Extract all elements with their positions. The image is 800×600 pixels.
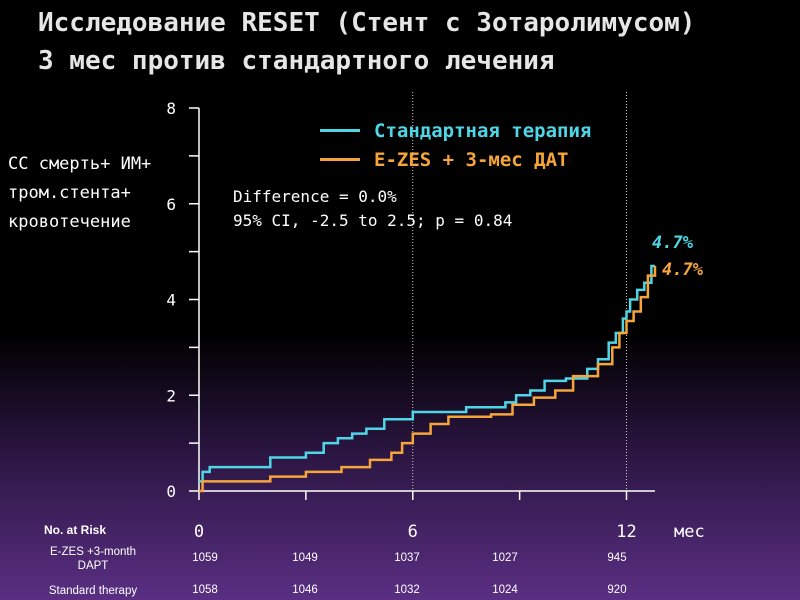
x-tick-label: 12 xyxy=(616,522,636,542)
axis-layer xyxy=(189,107,655,500)
risk-value: 1058 xyxy=(192,584,218,596)
y-tick-label: 2 xyxy=(166,386,176,405)
risk-value: 1049 xyxy=(292,552,318,564)
series-layer xyxy=(199,264,657,493)
risk-value: 1027 xyxy=(492,552,518,564)
y-axis-label-line: тром.стента+ xyxy=(8,183,131,203)
risk-value: 1046 xyxy=(292,584,318,596)
y-axis-label: СС смерть+ ИМ+ тром.стента+ кровотечение xyxy=(8,150,193,237)
tick-label-layer: 0 2 4 6 8 0 6 12 мес xyxy=(166,99,704,542)
risk-row-label-line: DAPT xyxy=(77,560,109,572)
legend-item-standard: Стандартная терапия xyxy=(320,116,591,145)
risk-value: 1059 xyxy=(192,552,218,564)
end-label-standard: 4.7% xyxy=(652,233,693,253)
grid-layer xyxy=(412,92,627,491)
series-line-0 xyxy=(199,264,655,483)
legend: Стандартная терапия E-ZES + 3-мес ДАТ xyxy=(320,116,591,174)
risk-value: 1032 xyxy=(394,584,420,596)
risk-value: 1024 xyxy=(492,584,518,596)
y-tick-label: 6 xyxy=(166,195,176,214)
risk-value: 920 xyxy=(607,584,627,596)
x-unit-label: мес xyxy=(674,522,705,542)
y-axis-label-line: кровотечение xyxy=(8,212,131,232)
title-line-2: 3 мес против стандартного лечения xyxy=(38,46,555,76)
y-axis-label-line: СС смерть+ ИМ+ xyxy=(8,154,152,174)
legend-item-ezes: E-ZES + 3-мес ДАТ xyxy=(320,145,591,174)
legend-label-standard: Стандартная терапия xyxy=(374,119,592,142)
risk-row-label-line: E-ZES +3-month xyxy=(50,546,136,558)
y-tick-label: 0 xyxy=(166,482,176,501)
title-line-1: Исследование RESET (Стент с Зотаролимусо… xyxy=(38,8,696,38)
risk-value: 945 xyxy=(607,552,627,564)
ci-text: 95% CI, -2.5 to 2.5; p = 0.84 xyxy=(233,211,513,230)
difference-text: Difference = 0.0% xyxy=(233,187,397,206)
risk-row-label-standard: Standard therapy xyxy=(18,584,168,598)
series-line-1 xyxy=(199,266,657,493)
x-tick-label: 0 xyxy=(194,522,204,542)
x-tick-label: 6 xyxy=(408,522,418,542)
end-label-ezes: 4.7% xyxy=(662,260,703,280)
y-tick-label: 4 xyxy=(166,291,176,310)
risk-row-label-ezes: E-ZES +3-month DAPT xyxy=(18,545,168,573)
y-tick-label: 8 xyxy=(166,99,176,118)
legend-label-ezes: E-ZES + 3-мес ДАТ xyxy=(374,148,569,171)
legend-swatch-standard xyxy=(320,129,360,132)
risk-row-label-line: Standard therapy xyxy=(48,585,138,597)
risk-value: 1037 xyxy=(394,552,420,564)
legend-swatch-ezes xyxy=(320,158,360,161)
stats-annotation: Difference = 0.0% 95% CI, -2.5 to 2.5; p… xyxy=(233,185,512,233)
risk-table-header: No. at Risk xyxy=(44,523,107,537)
